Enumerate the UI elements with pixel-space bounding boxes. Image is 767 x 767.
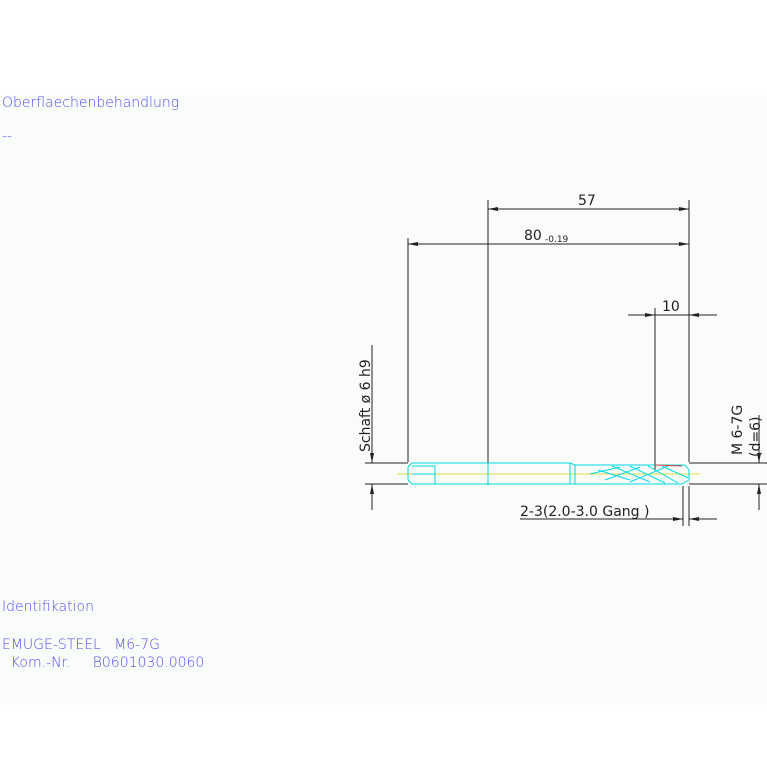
surface-value: -- <box>2 128 13 144</box>
product-name: EMUGE-STEEL M6-7G <box>2 637 160 653</box>
part-number: Kom.-Nr. B0601030.0060 <box>2 655 205 671</box>
thread-label: M 6-7G <box>730 405 746 455</box>
dimension-lines <box>365 200 767 526</box>
shaft-label: Schaft ø 6 h9 <box>358 359 374 452</box>
dim-80-tolerance: -0.19 <box>545 235 569 245</box>
drawing-sheet <box>0 95 767 705</box>
thread-diameter-label: (d=6) <box>748 417 764 457</box>
chamfer-label: 2-3(2.0-3.0 Gang ) <box>520 504 649 520</box>
dim-80-label: 80 <box>524 228 542 244</box>
dim-57-label: 57 <box>578 193 596 209</box>
dim-10-label: 10 <box>662 299 680 315</box>
identification-heading: Identifikation <box>2 599 94 615</box>
tap-tool <box>397 462 700 485</box>
surface-heading: Oberflaechenbehandlung <box>2 95 180 111</box>
